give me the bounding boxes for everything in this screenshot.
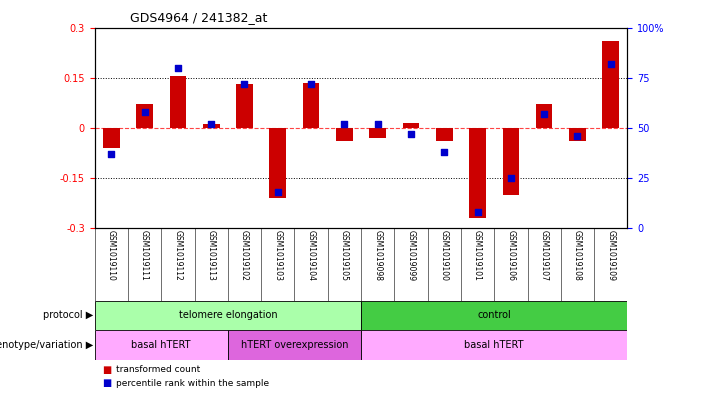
Text: GSM1019099: GSM1019099: [407, 230, 416, 281]
Text: GSM1019107: GSM1019107: [540, 230, 549, 281]
Point: [505, 174, 517, 181]
Point: [306, 81, 317, 87]
Bar: [303, 83, 320, 128]
Text: basal hTERT: basal hTERT: [132, 340, 191, 350]
Point: [372, 121, 383, 127]
Text: GSM1019101: GSM1019101: [473, 230, 482, 281]
Text: control: control: [477, 310, 511, 320]
Text: GSM1019109: GSM1019109: [606, 230, 615, 281]
Bar: [569, 128, 586, 141]
Point: [239, 81, 250, 87]
Point: [405, 130, 416, 137]
Bar: [436, 128, 453, 141]
Point: [605, 61, 616, 67]
Text: GDS4964 / 241382_at: GDS4964 / 241382_at: [130, 11, 267, 24]
Point: [538, 110, 550, 117]
Point: [106, 151, 117, 157]
Text: GSM1019100: GSM1019100: [440, 230, 449, 281]
Text: GSM1019113: GSM1019113: [207, 230, 216, 281]
Bar: [95, 330, 228, 360]
Bar: [103, 128, 120, 148]
Point: [439, 149, 450, 155]
Bar: [269, 128, 286, 198]
Text: GSM1019112: GSM1019112: [173, 230, 182, 281]
Text: GSM1019110: GSM1019110: [107, 230, 116, 281]
Bar: [236, 84, 253, 128]
Text: GSM1019098: GSM1019098: [373, 230, 382, 281]
Bar: [402, 123, 419, 128]
Text: hTERT overexpression: hTERT overexpression: [240, 340, 348, 350]
Text: transformed count: transformed count: [116, 365, 200, 375]
Text: telomere elongation: telomere elongation: [179, 310, 277, 320]
Point: [272, 189, 283, 195]
Text: GSM1019102: GSM1019102: [240, 230, 249, 281]
Bar: [336, 128, 353, 141]
Text: GSM1019104: GSM1019104: [306, 230, 315, 281]
Bar: [536, 104, 552, 128]
Text: protocol ▶: protocol ▶: [43, 310, 93, 320]
Text: percentile rank within the sample: percentile rank within the sample: [116, 379, 268, 387]
Bar: [228, 330, 361, 360]
Text: GSM1019108: GSM1019108: [573, 230, 582, 281]
Bar: [503, 128, 519, 195]
Bar: [369, 128, 386, 138]
Text: ■: ■: [102, 378, 111, 388]
Point: [205, 121, 217, 127]
Text: GSM1019106: GSM1019106: [506, 230, 515, 281]
Bar: [136, 104, 153, 128]
Text: ■: ■: [102, 365, 111, 375]
Text: GSM1019105: GSM1019105: [340, 230, 349, 281]
Point: [472, 209, 483, 215]
Bar: [170, 76, 186, 128]
Point: [139, 108, 150, 115]
Bar: [361, 330, 627, 360]
Point: [172, 64, 184, 71]
Text: GSM1019111: GSM1019111: [140, 230, 149, 281]
Bar: [602, 41, 619, 128]
Text: genotype/variation ▶: genotype/variation ▶: [0, 340, 93, 350]
Bar: [361, 301, 627, 330]
Text: GSM1019103: GSM1019103: [273, 230, 283, 281]
Point: [339, 121, 350, 127]
Bar: [469, 128, 486, 218]
Bar: [95, 301, 361, 330]
Point: [572, 132, 583, 139]
Bar: [203, 124, 219, 128]
Text: basal hTERT: basal hTERT: [465, 340, 524, 350]
